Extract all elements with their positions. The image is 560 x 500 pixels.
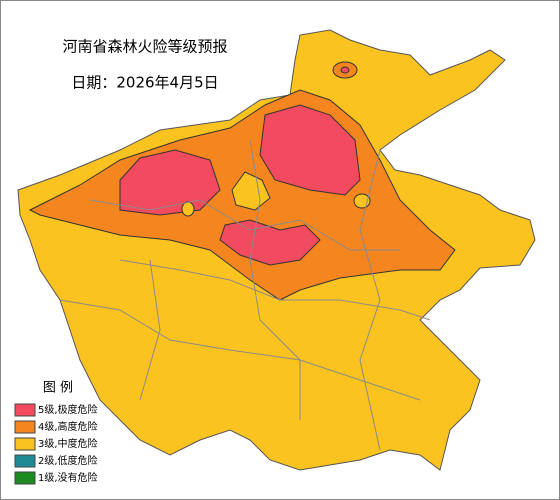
legend-swatch xyxy=(14,403,36,417)
legend-label: 5级,极度危险 xyxy=(38,403,98,416)
legend-label: 1级,没有危险 xyxy=(38,471,98,484)
level3-island xyxy=(181,201,195,217)
level5-zone xyxy=(219,219,321,266)
legend-label: 4级,高度危险 xyxy=(38,420,98,433)
level5-spot xyxy=(340,66,350,74)
legend-swatch xyxy=(14,471,36,485)
legend-swatch xyxy=(14,420,36,434)
level5-zone xyxy=(259,104,361,196)
legend-title: 图 例 xyxy=(43,381,73,396)
map-date: 日期：2026年4月5日 xyxy=(71,74,218,92)
legend-swatch xyxy=(14,454,36,468)
legend-label: 3级,中度危险 xyxy=(38,437,98,450)
legend: 图 例 5级,极度危险 4级,高度危险 3级,中度危险 2级,低度危险 1级,没有危险 xyxy=(14,381,98,485)
map-title: 河南省森林火险等级预报 xyxy=(62,38,227,56)
legend-swatch xyxy=(14,437,36,451)
level3-island xyxy=(231,171,271,211)
legend-label: 2级,低度危险 xyxy=(38,454,98,467)
county-borders xyxy=(59,139,431,451)
level5-zone xyxy=(119,149,221,216)
